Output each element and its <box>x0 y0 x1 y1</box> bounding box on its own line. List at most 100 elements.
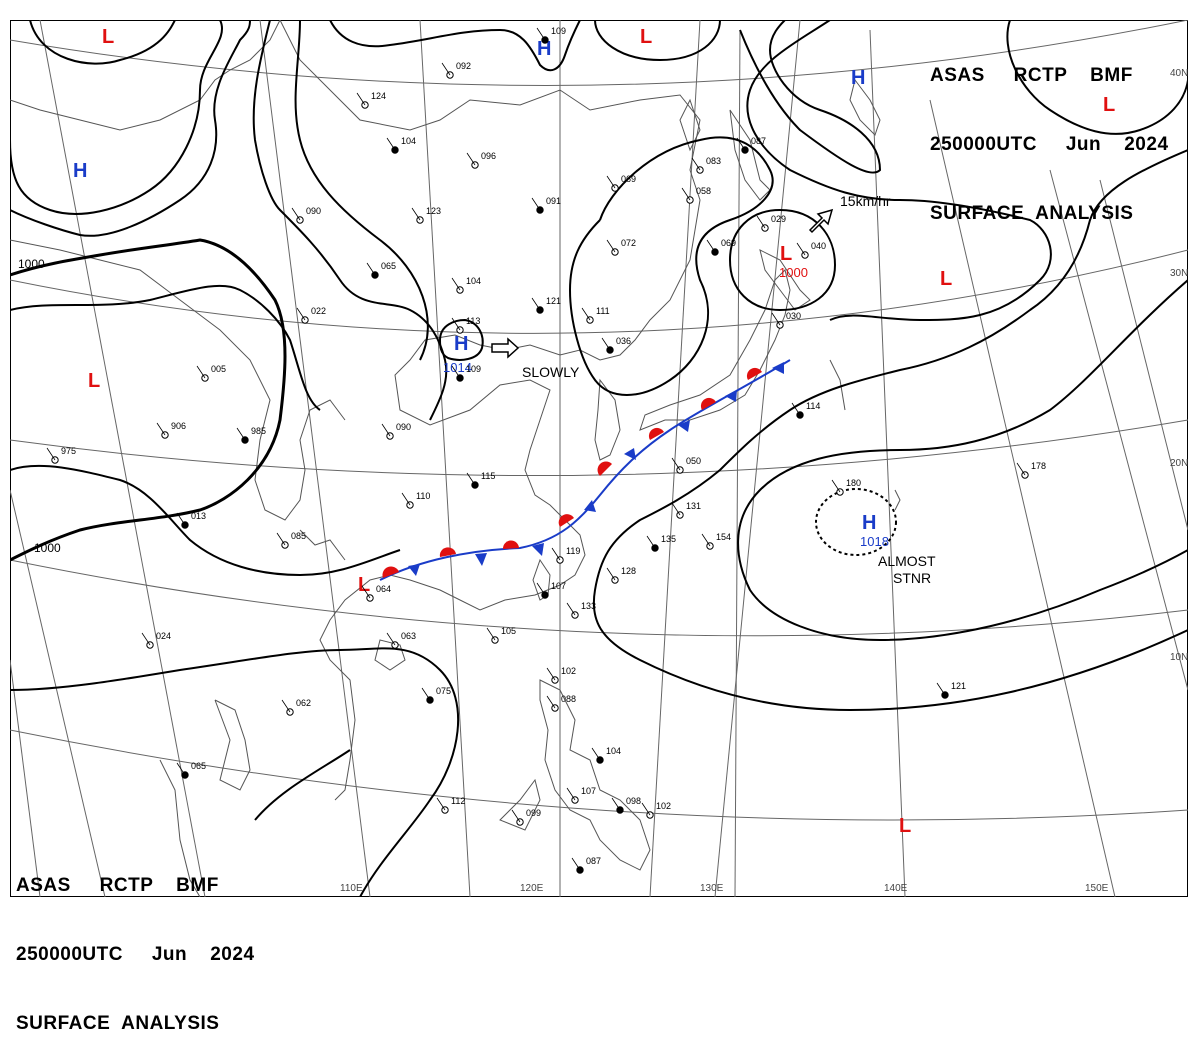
wind-barb <box>681 187 691 201</box>
map-frame <box>10 20 1188 897</box>
station-pressure-value: 121 <box>546 296 561 306</box>
low-center: L <box>1103 94 1115 116</box>
wind-barb <box>551 547 561 561</box>
station-pressure-value: 092 <box>456 61 471 71</box>
header-line-1: ASAS RCTP BMF <box>930 65 1133 86</box>
wind-barb <box>546 667 556 681</box>
station-pressure-value: 090 <box>396 422 411 432</box>
station-pressure-value: 036 <box>616 336 631 346</box>
station-pressure-value: 102 <box>561 666 576 676</box>
station-pressure-value: 105 <box>501 626 516 636</box>
low-center: L <box>780 243 792 265</box>
station-pressure-value: 065 <box>381 261 396 271</box>
station-pressure-value: 040 <box>811 241 826 251</box>
stationary-high-outline <box>815 488 897 556</box>
station-pressure-value: 088 <box>561 694 576 704</box>
station-pressure-value: 124 <box>371 91 386 101</box>
wind-barb <box>566 787 576 801</box>
station-pressure-value: 069 <box>721 238 736 248</box>
low-center-value: 1000 <box>779 265 808 280</box>
stationary-label-almost: ALMOST <box>878 553 936 569</box>
wind-barb <box>401 492 411 506</box>
graticule-labels: 110E 120E 130E 140E 150E 40N 30N 20N 10N <box>340 68 1188 894</box>
station-pressure-value: 104 <box>401 136 416 146</box>
station-pressure-value: 104 <box>466 276 481 286</box>
station-pressure-value: 109 <box>551 26 566 36</box>
wind-barb <box>361 585 371 599</box>
wind-barb <box>421 687 431 701</box>
wind-barb <box>831 479 841 493</box>
wind-barb <box>451 277 461 291</box>
pressure-centers: H H H H 1014 H 1018 L L L L 1000 L L L L <box>73 26 1115 837</box>
station-pressure-value: 022 <box>311 306 326 316</box>
station-pressure-value: 075 <box>436 686 451 696</box>
wind-barb <box>611 797 621 811</box>
wind-barb <box>291 207 301 221</box>
low-center: L <box>640 26 652 48</box>
wind-barb <box>381 423 391 437</box>
wind-barb <box>581 307 591 321</box>
wind-barb <box>386 632 396 646</box>
high-center-value: 1018 <box>860 534 889 549</box>
high-center: H <box>851 67 865 89</box>
station-pressure-value: 029 <box>771 214 786 224</box>
wind-barb <box>536 582 546 596</box>
wind-barb <box>691 157 701 171</box>
high-center: H <box>862 512 876 534</box>
station-pressure-value: 180 <box>846 478 861 488</box>
wind-barb <box>281 699 291 713</box>
movement-arrows <box>491 208 834 359</box>
station-pressure-value: 013 <box>191 511 206 521</box>
wind-barb <box>671 502 681 516</box>
high-center: H <box>73 160 87 182</box>
header-line-2: 250000UTC Jun 2024 <box>930 134 1169 155</box>
wind-barb <box>796 242 806 256</box>
station-pressure-value: 024 <box>156 631 171 641</box>
weather-map: 1000 1000 <box>10 20 1188 897</box>
station-pressure-value: 128 <box>621 566 636 576</box>
station-pressure-value: 090 <box>306 206 321 216</box>
wind-barb <box>356 92 366 106</box>
wind-barb <box>156 422 166 436</box>
wind-barb <box>606 567 616 581</box>
latitude-label: 30N <box>1170 268 1188 279</box>
wind-barb <box>441 62 451 76</box>
footer-line-3: SURFACE ANALYSIS <box>16 1013 220 1034</box>
station-pressure-value: 121 <box>951 681 966 691</box>
station-pressure-value: 085 <box>291 531 306 541</box>
station-pressure-value: 087 <box>586 856 601 866</box>
station-pressure-value: 107 <box>551 581 566 591</box>
wind-barb <box>466 472 476 486</box>
station-pressure-value: 050 <box>686 456 701 466</box>
longitude-label: 130E <box>700 883 724 894</box>
wind-barb <box>646 535 656 549</box>
station-pressure-value: 072 <box>621 238 636 248</box>
station-pressure-value: 107 <box>581 786 596 796</box>
station-pressure-value: 131 <box>686 501 701 511</box>
movement-arrow-east-icon <box>491 337 520 359</box>
wind-barb <box>756 215 766 229</box>
station-pressure-value: 087 <box>751 136 766 146</box>
latitude-label: 10N <box>1170 652 1188 663</box>
station-pressure-value: 110 <box>416 491 430 501</box>
wind-barb <box>546 695 556 709</box>
longitude-label: 140E <box>884 883 908 894</box>
wind-barb <box>566 602 576 616</box>
station-pressure-value: 058 <box>696 186 711 196</box>
station-pressure-value: 099 <box>526 808 541 818</box>
station-pressure-value: 064 <box>376 584 391 594</box>
wind-barb <box>466 152 476 166</box>
wind-barb <box>296 307 306 321</box>
station-plots: 109 092 124 104 096 123 091 069 083 087 058 072 069 0… <box>46 26 1046 874</box>
warm-front-marks <box>382 367 762 578</box>
station-pressure-value: 133 <box>581 601 596 611</box>
station-pressure-value: 906 <box>171 421 186 431</box>
longitude-label: 150E <box>1085 883 1109 894</box>
stationary-front <box>379 359 791 581</box>
longitude-label: 120E <box>520 883 544 894</box>
high-center-value: 1014 <box>443 360 472 375</box>
wind-barb <box>571 857 581 871</box>
station-pressure-value: 123 <box>426 206 441 216</box>
high-center: H <box>537 38 551 60</box>
movement-slowly-label: SLOWLY <box>522 364 580 380</box>
